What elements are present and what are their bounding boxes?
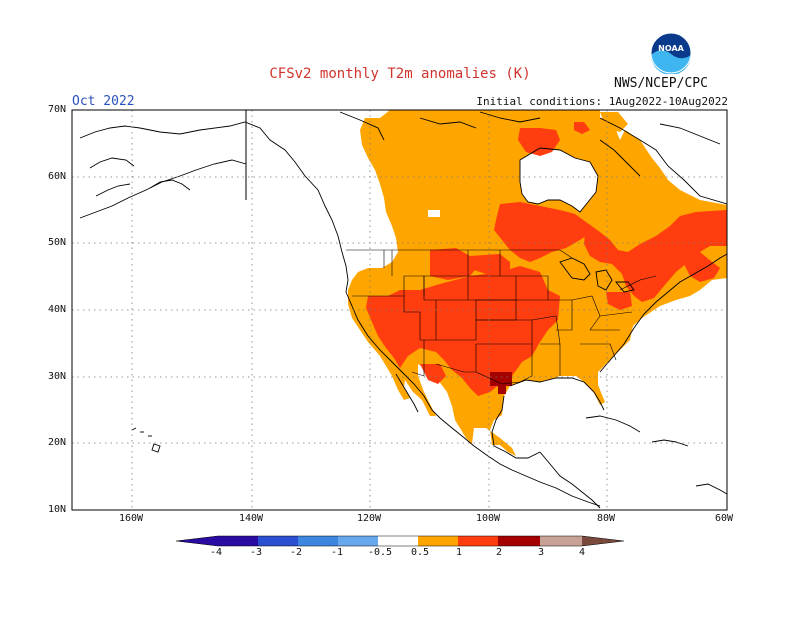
colorbar-label: 0.5 xyxy=(411,547,430,558)
anomaly-shading xyxy=(348,110,727,456)
initial-conditions: Initial conditions: 1Aug2022-10Aug2022 xyxy=(476,95,728,108)
colorbar-label: 3 xyxy=(538,547,545,558)
coastlines xyxy=(79,110,727,509)
lat-label-60n: 60N xyxy=(48,171,67,182)
colorbar-arrow-low xyxy=(176,536,218,546)
svg-text:NOAA: NOAA xyxy=(658,44,684,53)
colorbar-bin-1 xyxy=(458,536,498,546)
lat-label-10n: 10N xyxy=(48,504,67,515)
chart-title: CFSv2 monthly T2m anomalies (K) xyxy=(269,66,531,82)
colorbar-bin-2 xyxy=(498,536,540,546)
colorbar-bin-neg2 xyxy=(298,536,338,546)
colorbar-bin-3 xyxy=(540,536,582,546)
lon-label-120w: 120W xyxy=(357,513,382,524)
white-patch xyxy=(428,210,440,217)
colorbar xyxy=(175,535,625,547)
lat-label-40n: 40N xyxy=(48,304,67,315)
colorbar-bin-0-5 xyxy=(418,536,458,546)
borders xyxy=(346,249,657,385)
colorbar-label: -3 xyxy=(250,547,263,558)
lat-label-20n: 20N xyxy=(48,437,67,448)
source-label: NWS/NCEP/CPC xyxy=(614,76,708,91)
colorbar-label: 4 xyxy=(579,547,586,558)
colorbar-arrow-high xyxy=(582,536,624,546)
anomaly-region-2-3 xyxy=(490,372,512,394)
lon-label-100w: 100W xyxy=(476,513,501,524)
hudson-bay xyxy=(520,148,598,212)
colorbar-label: 2 xyxy=(496,547,503,558)
lat-label-30n: 30N xyxy=(48,371,67,382)
colorbar-label: -0.5 xyxy=(368,547,393,558)
map-border xyxy=(71,109,728,511)
colorbar-bin-neg3 xyxy=(258,536,298,546)
colorbar-label: -4 xyxy=(210,547,223,558)
lon-label-60w: 60W xyxy=(715,513,734,524)
noaa-logo-icon: NOAA xyxy=(650,32,692,74)
colorbar-label: 1 xyxy=(456,547,463,558)
lat-label-50n: 50N xyxy=(48,237,67,248)
colorbar-bin-neg4 xyxy=(218,536,258,546)
lat-label-70n: 70N xyxy=(48,104,67,115)
graticule xyxy=(72,110,727,510)
lon-label-80w: 80W xyxy=(597,513,616,524)
colorbar-bin-neutral xyxy=(378,536,418,546)
forecast-month: Oct 2022 xyxy=(72,94,135,109)
colorbar-bin-neg1 xyxy=(338,536,378,546)
colorbar-label: -1 xyxy=(331,547,344,558)
lon-label-160w: 160W xyxy=(119,513,144,524)
lon-label-140w: 140W xyxy=(239,513,264,524)
colorbar-label: -2 xyxy=(290,547,303,558)
